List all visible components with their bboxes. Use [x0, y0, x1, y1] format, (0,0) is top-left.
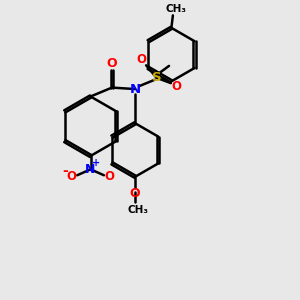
Text: N: N	[85, 163, 96, 176]
Text: S: S	[152, 71, 161, 84]
Text: +: +	[92, 158, 101, 168]
Text: N: N	[130, 82, 141, 96]
Text: O: O	[172, 80, 182, 93]
Text: O: O	[130, 187, 140, 200]
Text: CH₃: CH₃	[165, 4, 186, 14]
Text: -: -	[62, 164, 68, 178]
Text: O: O	[104, 170, 114, 183]
Text: O: O	[137, 53, 147, 66]
Text: O: O	[67, 170, 77, 183]
Text: O: O	[106, 57, 117, 70]
Text: CH₃: CH₃	[128, 205, 148, 215]
